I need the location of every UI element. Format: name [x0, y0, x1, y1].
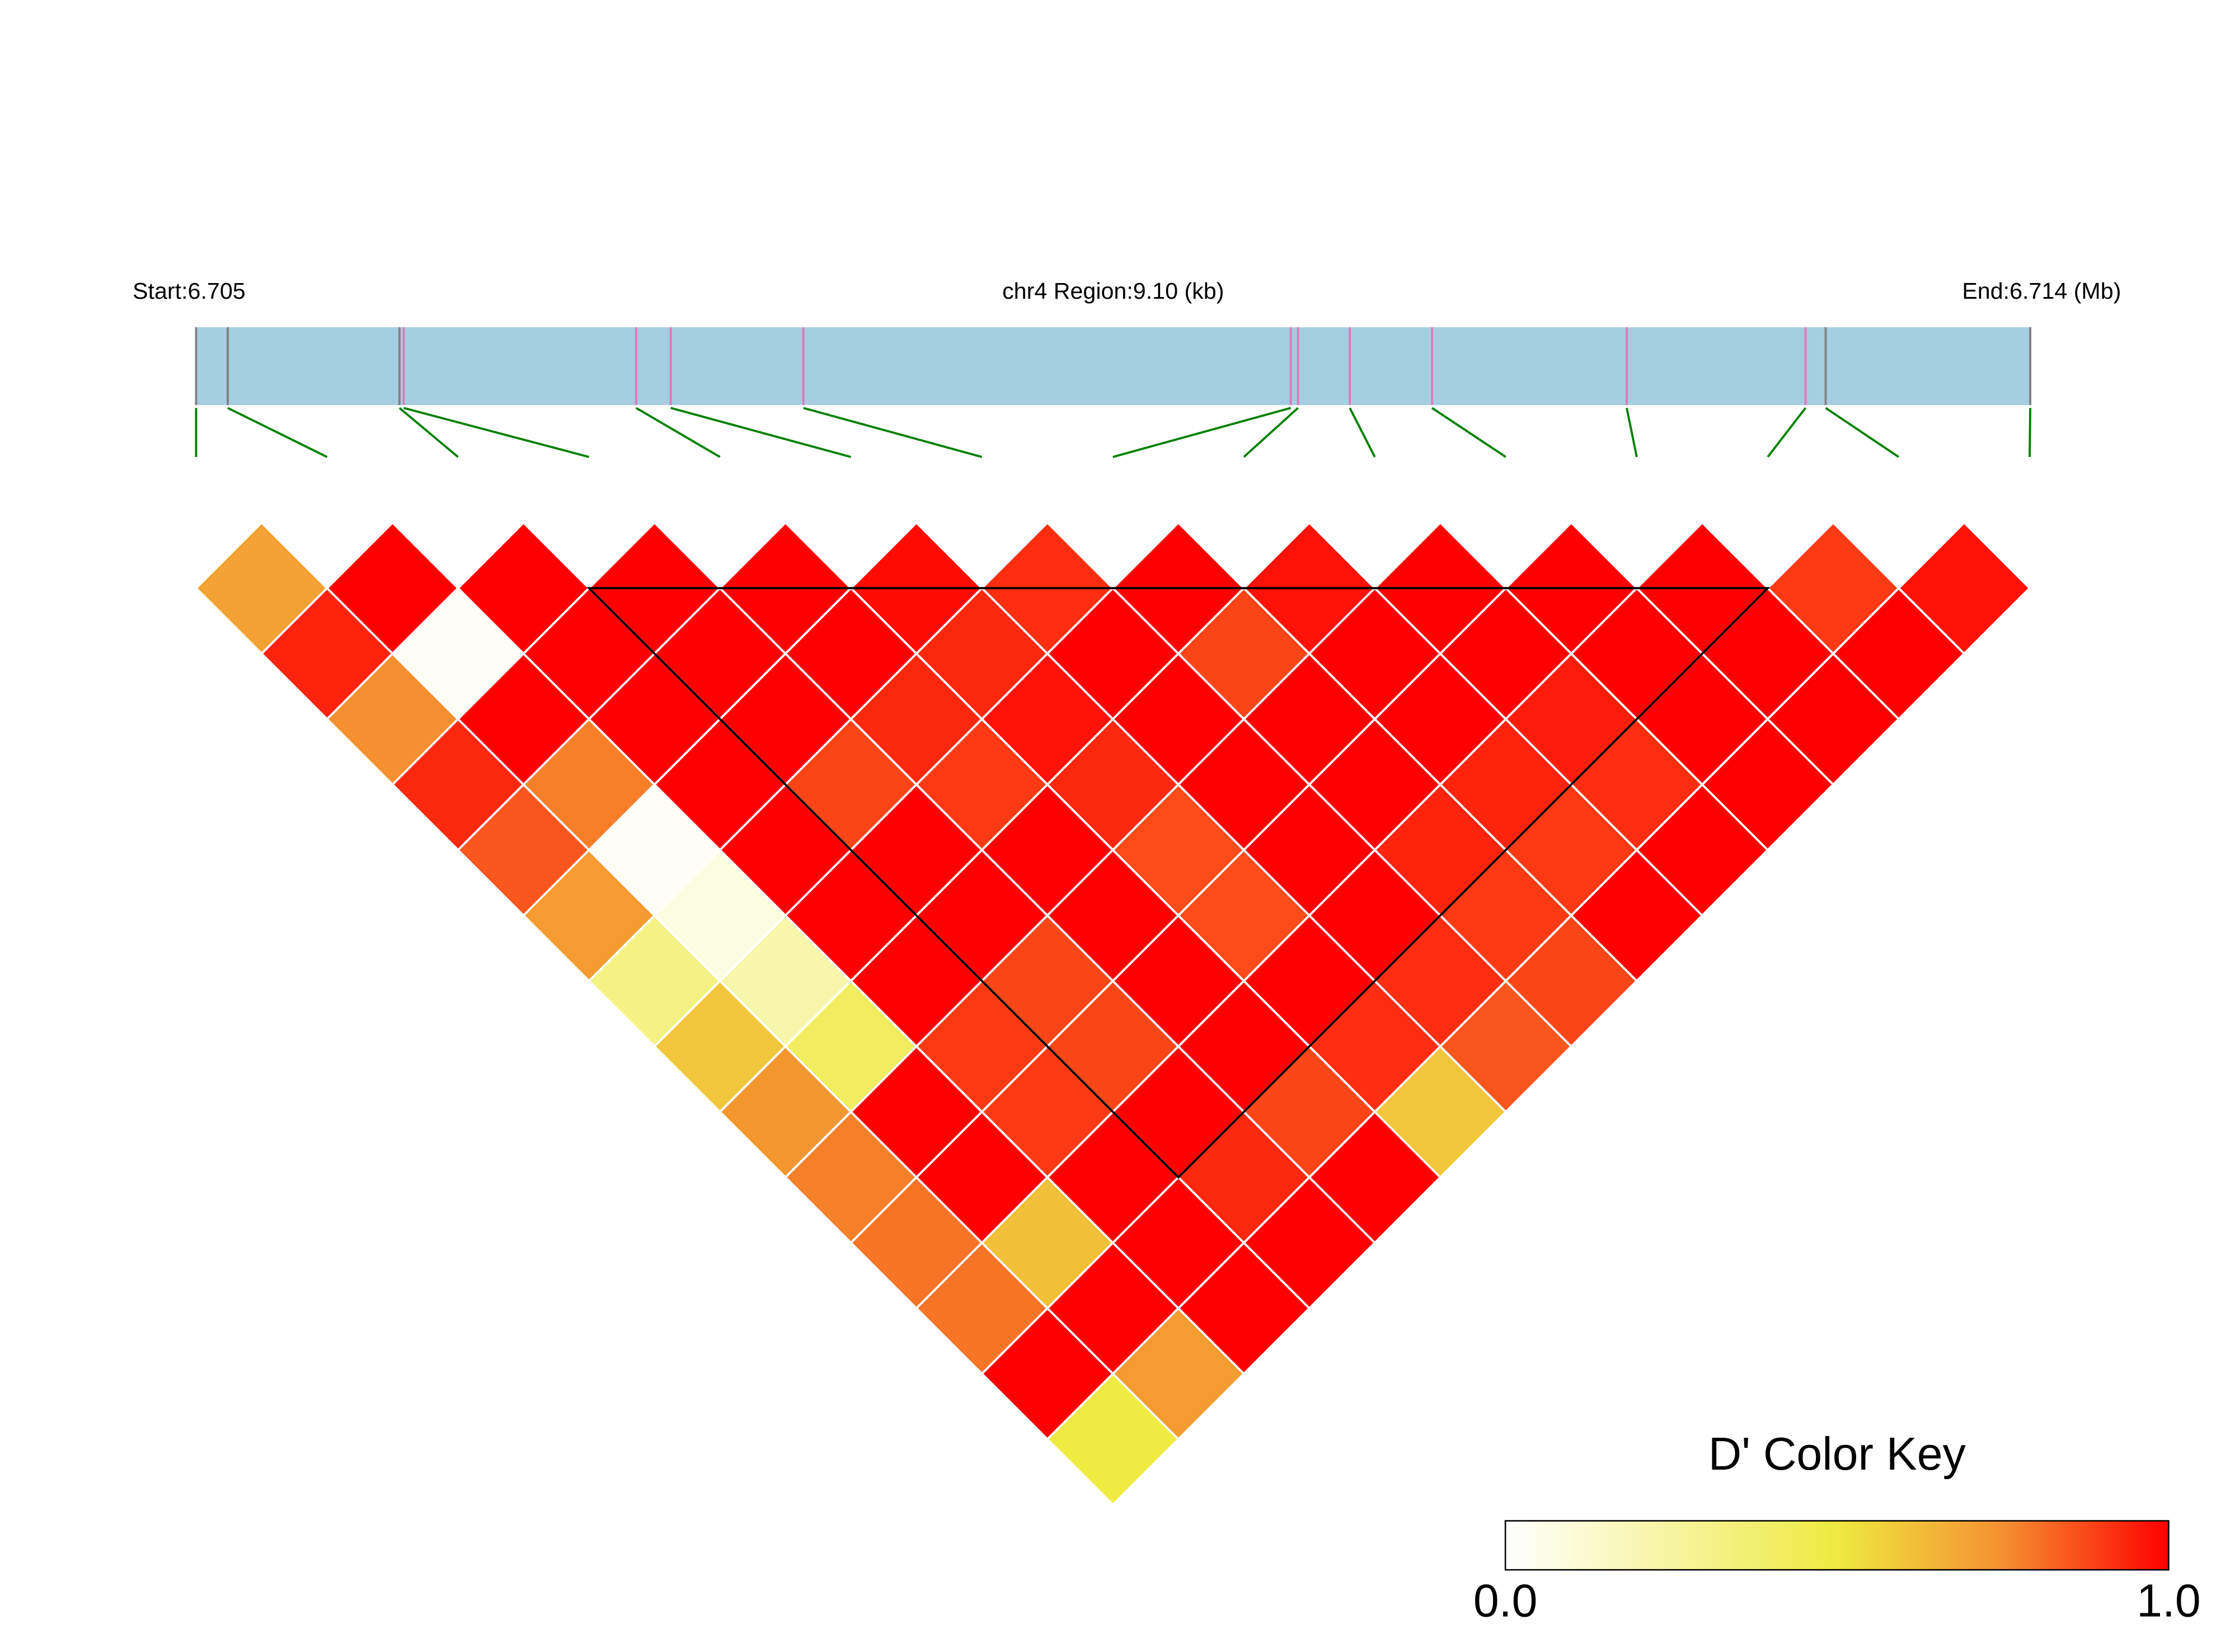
color-key [1504, 1520, 2170, 1571]
snp-connector [398, 407, 459, 458]
snp-connector [635, 407, 721, 458]
region-label: chr4 Region:9.10 (kb) [1002, 278, 1224, 304]
snp-connector [1825, 407, 1900, 458]
ld-block [586, 587, 1771, 1179]
snp-connector [1243, 407, 1299, 458]
start-label: Start:6.705 [133, 278, 246, 304]
snp-connector [803, 407, 983, 458]
snp-connector [670, 407, 852, 458]
snp-connector [1431, 407, 1506, 458]
key-tick-label: 1.0 [2137, 1575, 2201, 1627]
key-title: D' Color Key [1708, 1428, 1966, 1480]
region-bar [196, 327, 2031, 406]
end-label: End:6.714 (Mb) [1962, 278, 2121, 304]
ld-cell [1897, 521, 2031, 656]
snp-connector [1112, 407, 1292, 458]
snp-connector [403, 407, 590, 458]
snp-connector [1349, 407, 1376, 458]
snp-connector [1626, 407, 1638, 458]
snp-connector [1767, 407, 1807, 458]
key-tick-label: 0.0 [1473, 1575, 1538, 1627]
snp-connector [227, 407, 328, 458]
